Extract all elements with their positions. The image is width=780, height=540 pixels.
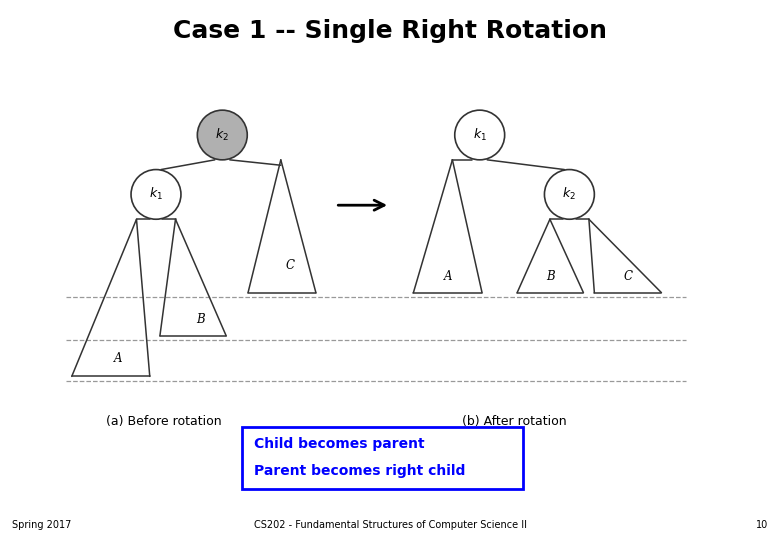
- Text: A: A: [115, 352, 122, 365]
- Text: A: A: [444, 270, 452, 283]
- Ellipse shape: [455, 110, 505, 160]
- Text: CS202 - Fundamental Structures of Computer Science II: CS202 - Fundamental Structures of Comput…: [254, 520, 526, 530]
- Text: $k_1$: $k_1$: [149, 186, 163, 202]
- FancyBboxPatch shape: [242, 427, 523, 489]
- Text: Case 1 -- Single Right Rotation: Case 1 -- Single Right Rotation: [173, 19, 607, 43]
- Text: Child becomes parent: Child becomes parent: [254, 437, 424, 451]
- Text: (a) Before rotation: (a) Before rotation: [106, 415, 222, 428]
- Ellipse shape: [197, 110, 247, 160]
- Text: 10: 10: [756, 520, 768, 530]
- Text: C: C: [285, 259, 294, 272]
- Text: B: B: [197, 313, 205, 326]
- Text: (b) After rotation: (b) After rotation: [463, 415, 567, 428]
- Ellipse shape: [544, 170, 594, 219]
- Ellipse shape: [131, 170, 181, 219]
- Text: Parent becomes right child: Parent becomes right child: [254, 464, 465, 478]
- Text: $k_2$: $k_2$: [215, 127, 229, 143]
- Text: $k_2$: $k_2$: [562, 186, 576, 202]
- Text: B: B: [546, 270, 555, 283]
- Text: Spring 2017: Spring 2017: [12, 520, 71, 530]
- Text: $k_1$: $k_1$: [473, 127, 487, 143]
- Text: C: C: [623, 270, 633, 283]
